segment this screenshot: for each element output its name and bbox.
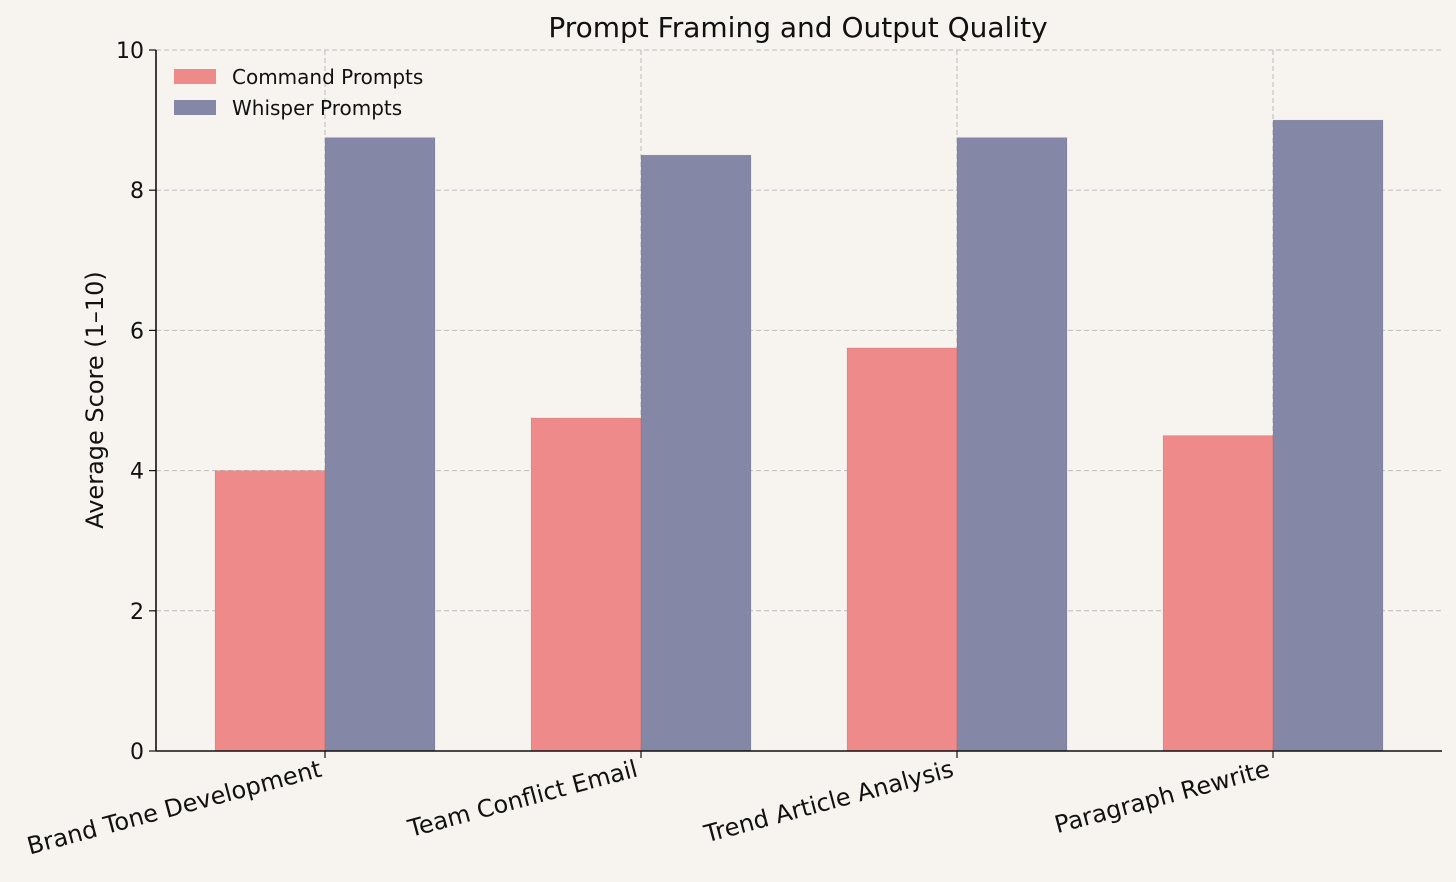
- y-axis-label: Average Score (1–10): [81, 271, 109, 529]
- bar-command-prompts: [530, 417, 642, 752]
- bar-whisper-prompts: [1272, 119, 1384, 752]
- y-tick-label: 10: [116, 39, 144, 64]
- legend-swatch: [174, 69, 216, 84]
- legend-label: Command Prompts: [232, 65, 423, 89]
- bar-command-prompts: [846, 347, 958, 752]
- bar-whisper-prompts: [324, 137, 436, 752]
- chart-title: Prompt Framing and Output Quality: [548, 11, 1047, 44]
- legend: Command Prompts Whisper Prompts: [174, 65, 423, 120]
- x-tick-label: Team Conflict Email: [404, 755, 640, 843]
- legend-label: Whisper Prompts: [232, 96, 402, 120]
- x-tick-label: Trend Article Analysis: [700, 755, 956, 849]
- bar-command-prompts: [1162, 435, 1274, 752]
- y-tick-label: 0: [130, 740, 144, 765]
- bar-whisper-prompts: [640, 154, 752, 752]
- y-tick-label: 4: [130, 460, 144, 485]
- legend-swatch: [174, 100, 216, 115]
- bar-command-prompts: [214, 470, 326, 752]
- axes: [149, 49, 1442, 758]
- x-tick-label: Brand Tone Development: [24, 755, 324, 861]
- bars: [214, 119, 1384, 752]
- x-tick-label: Paragraph Rewrite: [1052, 755, 1273, 839]
- y-tick-label: 2: [130, 600, 144, 625]
- bar-whisper-prompts: [956, 137, 1068, 752]
- y-tick-label: 8: [130, 179, 144, 204]
- y-tick-label: 6: [130, 319, 144, 344]
